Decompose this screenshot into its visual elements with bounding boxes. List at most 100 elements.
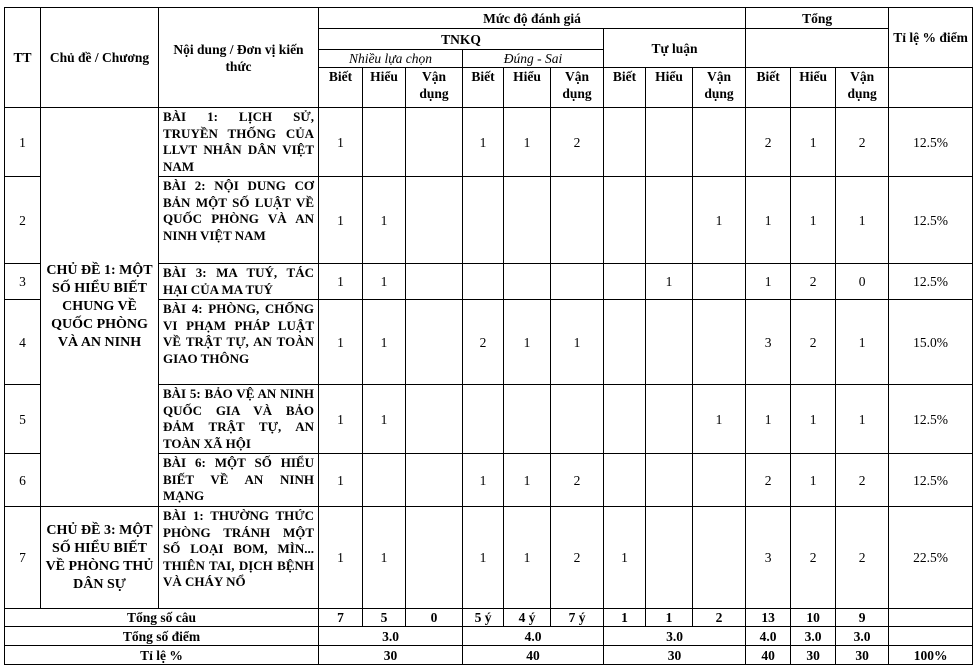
- ratio-cell: 12.5%: [888, 453, 974, 507]
- table-row: Tổng số điểm 3.0 4.0 3.0 4.0 3.0 3.0: [4, 626, 974, 646]
- count-cell: 1: [318, 176, 363, 264]
- count-cell: 1: [603, 506, 646, 609]
- header-mcq: Nhiều lựa chọn: [318, 49, 463, 68]
- count-cell: 2: [745, 107, 792, 177]
- empty-cell: [888, 608, 974, 627]
- count-cell: 1: [745, 176, 792, 264]
- header-assessment: Mức độ đánh giá: [317, 7, 747, 29]
- footer-cell: 40: [745, 645, 792, 665]
- count-cell: [645, 107, 693, 177]
- count-cell: [691, 107, 747, 177]
- count-cell: [645, 384, 693, 454]
- count-cell: 3: [745, 506, 792, 609]
- header-truefalse: Đúng - Sai: [462, 49, 604, 68]
- footer-cell: 3.0: [318, 626, 463, 646]
- count-cell: [405, 176, 463, 264]
- footer-cell: 30: [602, 645, 747, 665]
- table-row: 5 BÀI 5: BẢO VỆ AN NINH QUỐC GIA VÀ BẢO Đ…: [4, 384, 974, 454]
- count-cell: 1: [362, 263, 406, 300]
- count-cell: 2: [462, 299, 504, 385]
- header-level: Hiểu: [362, 67, 406, 108]
- count-cell: 2: [550, 453, 604, 507]
- count-cell: [603, 384, 646, 454]
- count-cell: 2: [550, 506, 604, 609]
- count-cell: [405, 506, 463, 609]
- table-row: TT Chủ đề / Chương Nội dung / Đơn vị kiến …: [4, 7, 974, 108]
- footer-cell: 2: [691, 608, 747, 627]
- table-body: TT Chủ đề / Chương Nội dung / Đơn vị kiến …: [4, 7, 974, 665]
- count-cell: [503, 384, 551, 454]
- count-cell: 1: [318, 299, 363, 385]
- count-cell: [603, 299, 646, 385]
- header-level: Vận dụng: [550, 67, 604, 108]
- footer-cell: 5: [362, 608, 406, 627]
- empty-cell: [888, 67, 974, 108]
- header-level: Biết: [603, 67, 646, 108]
- count-cell: 1: [790, 384, 837, 454]
- table-row: Biết Hiểu Vận dụng Biết Hiểu Vận dụng Biết Hiểu…: [5, 67, 974, 108]
- row-number: 2: [4, 176, 41, 264]
- content: BÀI 4: PHÒNG, CHỐNG VI PHẠM PHÁP LUẬT VỀ…: [158, 299, 319, 385]
- count-cell: 1: [362, 176, 406, 264]
- footer-cell: 0: [405, 608, 463, 627]
- footer-cell: 1: [645, 608, 693, 627]
- count-cell: [550, 176, 604, 264]
- row-number: 1: [4, 107, 41, 177]
- footer-cell: 3.0: [835, 626, 890, 646]
- count-cell: [405, 107, 463, 177]
- row-number: 6: [4, 453, 41, 507]
- footer-cell: 10: [790, 608, 837, 627]
- count-cell: [462, 176, 504, 264]
- count-cell: [362, 453, 406, 507]
- count-cell: 2: [790, 506, 837, 609]
- count-cell: [462, 263, 504, 300]
- table-row: Nhiều lựa chọn Đúng - Sai: [5, 49, 973, 68]
- count-cell: [462, 384, 504, 454]
- header-level: Biết: [462, 67, 504, 108]
- count-cell: [603, 263, 646, 300]
- header-tnkq: TNKQ: [318, 28, 604, 50]
- content: BÀI 1: THƯỜNG THỨC PHÒNG TRÁNH MỘT SỐ LO…: [158, 506, 319, 609]
- header-level: Hiểu: [645, 67, 693, 108]
- footer-label: Tổng số câu: [4, 608, 319, 627]
- header-tt: TT: [4, 7, 41, 108]
- count-cell: 2: [745, 453, 792, 507]
- count-cell: [645, 299, 693, 385]
- count-cell: 1: [503, 453, 551, 507]
- header-level: Hiểu: [503, 67, 551, 108]
- ratio-cell: 12.5%: [888, 384, 974, 454]
- count-cell: 3: [745, 299, 792, 385]
- count-cell: [603, 107, 646, 177]
- count-cell: [691, 299, 747, 385]
- content: BÀI 1: LỊCH SỬ, TRUYỀN THỐNG CỦA LLVT NH…: [158, 107, 319, 177]
- count-cell: 1: [691, 176, 747, 264]
- count-cell: 1: [835, 299, 890, 385]
- footer-cell: 9: [835, 608, 890, 627]
- header-topic: Chủ đề / Chương: [40, 7, 159, 108]
- row-number: 4: [4, 299, 41, 385]
- footer-cell: 5 ý: [462, 608, 504, 627]
- table-row: 7 CHỦ ĐỀ 3: MỘT SỐ HIỂU BIẾT VỀ PHÒNG THỦ…: [4, 506, 974, 609]
- ratio-cell: 22.5%: [888, 506, 974, 609]
- footer-cell: 1: [603, 608, 646, 627]
- ratio-cell: 12.5%: [888, 176, 974, 264]
- count-cell: 1: [790, 176, 837, 264]
- count-cell: 2: [835, 506, 890, 609]
- count-cell: 1: [362, 384, 406, 454]
- count-cell: [405, 453, 463, 507]
- header-level: Biết: [745, 67, 792, 108]
- count-cell: 1: [691, 384, 747, 454]
- table-row: 1 CHỦ ĐỀ 1: MỘT SỐ HIỂU BIẾT CHUNG VỀ QUỐ…: [4, 107, 974, 507]
- footer-cell: 4 ý: [503, 608, 551, 627]
- footer-cell: 13: [745, 608, 792, 627]
- footer-cell: 4.0: [462, 626, 604, 646]
- count-cell: [503, 176, 551, 264]
- footer-cell: 3.0: [790, 626, 837, 646]
- topic: CHỦ ĐỀ 1: MỘT SỐ HIỂU BIẾT CHUNG VỀ QUỐC…: [40, 107, 159, 507]
- count-cell: 1: [645, 263, 693, 300]
- header-content: Nội dung / Đơn vị kiến thức: [158, 7, 319, 108]
- count-cell: 1: [745, 384, 792, 454]
- count-cell: [603, 176, 646, 264]
- footer-cell: 30: [790, 645, 837, 665]
